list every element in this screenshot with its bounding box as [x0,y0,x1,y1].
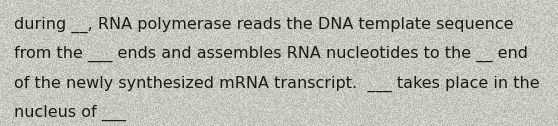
Text: during __, RNA polymerase reads the DNA template sequence: during __, RNA polymerase reads the DNA … [14,16,513,33]
Text: of the newly synthesized mRNA transcript.  ___ takes place in the: of the newly synthesized mRNA transcript… [14,76,540,92]
Text: from the ___ ends and assembles RNA nucleotides to the __ end: from the ___ ends and assembles RNA nucl… [14,46,528,62]
Text: nucleus of ___: nucleus of ___ [14,105,126,121]
